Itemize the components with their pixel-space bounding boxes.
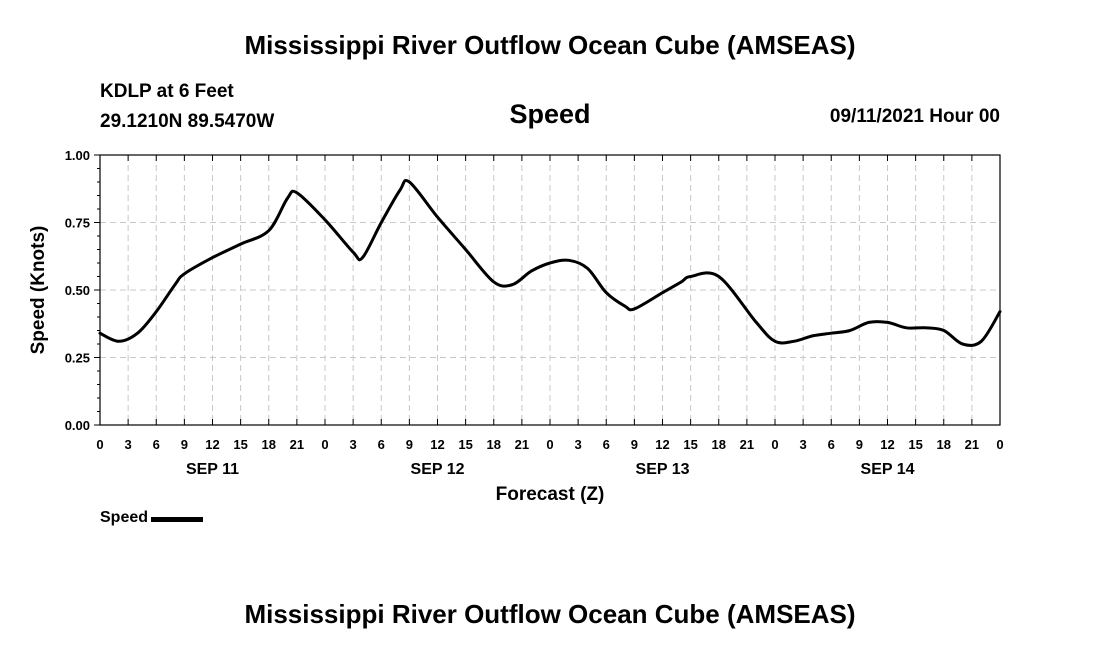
y-axis-label: Speed (Knots) <box>28 226 49 355</box>
station-coordinates: 29.1210N 89.5470W <box>100 111 275 132</box>
y-tick-label: 0.25 <box>65 351 90 366</box>
x-tick-label: 0 <box>546 437 553 452</box>
chart-ticks <box>94 154 1001 426</box>
x-tick-label: 6 <box>153 437 160 452</box>
day-label: SEP 13 <box>636 461 690 478</box>
series-line-speed <box>98 178 1002 347</box>
x-tick-label: 18 <box>712 437 726 452</box>
x-tick-label: 15 <box>458 437 472 452</box>
y-tick-label: 0.50 <box>65 283 90 298</box>
x-tick-label: 9 <box>406 437 413 452</box>
x-tick-label: 6 <box>603 437 610 452</box>
x-tick-label: 3 <box>350 437 357 452</box>
x-tick-label: 3 <box>800 437 807 452</box>
x-tick-label: 3 <box>575 437 582 452</box>
x-tick-label: 12 <box>430 437 444 452</box>
day-label: SEP 14 <box>861 461 915 478</box>
x-tick-label: 3 <box>125 437 132 452</box>
x-tick-label: 0 <box>996 437 1003 452</box>
x-tick-label: 21 <box>740 437 754 452</box>
y-tick-label: 1.00 <box>65 148 90 163</box>
x-tick-label: 18 <box>487 437 501 452</box>
day-label: SEP 12 <box>411 461 465 478</box>
station-info: KDLP at 6 Feet 29.1210N 89.5470W <box>100 77 274 137</box>
x-tick-labels: 0 3 6 9 12 15 18 21 0 3 6 9 12 15 18 21 0 3 6 9 12 15 18 21 0 3 6 9… <box>96 437 1003 452</box>
x-tick-label: 9 <box>856 437 863 452</box>
x-tick-label: 6 <box>378 437 385 452</box>
chart-grid <box>100 155 1000 425</box>
x-tick-label: 12 <box>205 437 219 452</box>
x-tick-label: 18 <box>937 437 951 452</box>
forecast-datestamp: 09/11/2021 Hour 00 <box>829 106 1000 127</box>
x-tick-label: 21 <box>965 437 979 452</box>
x-tick-label: 21 <box>290 437 304 452</box>
bottom-title: Mississippi River Outflow Ocean Cube (AM… <box>244 599 856 629</box>
day-labels: SEP 11 SEP 12 SEP 13 SEP 14 <box>186 461 915 478</box>
x-tick-label: 0 <box>771 437 778 452</box>
x-tick-label: 21 <box>515 437 529 452</box>
x-tick-label: 12 <box>880 437 894 452</box>
x-tick-label: 15 <box>908 437 922 452</box>
day-label: SEP 11 <box>186 461 239 478</box>
x-tick-label: 6 <box>828 437 835 452</box>
legend: Speed <box>100 509 204 527</box>
x-tick-label: 0 <box>321 437 328 452</box>
x-tick-label: 18 <box>262 437 276 452</box>
x-tick-label: 15 <box>683 437 697 452</box>
x-tick-label: 0 <box>96 437 103 452</box>
station-name: KDLP at 6 Feet <box>100 81 234 102</box>
legend-label: Speed <box>100 509 149 526</box>
x-tick-label: 15 <box>233 437 247 452</box>
top-title: Mississippi River Outflow Ocean Cube (AM… <box>244 30 856 60</box>
x-tick-label: 9 <box>631 437 638 452</box>
x-tick-label: 9 <box>181 437 188 452</box>
y-tick-label: 0.75 <box>65 216 90 231</box>
y-tick-labels: 0.00 0.25 0.50 0.75 1.00 <box>65 148 90 433</box>
chart-title: Speed <box>509 99 591 129</box>
x-axis-label: Forecast (Z) <box>496 484 605 505</box>
legend-swatch <box>151 517 204 522</box>
y-tick-label: 0.00 <box>65 418 90 433</box>
x-tick-label: 12 <box>655 437 669 452</box>
